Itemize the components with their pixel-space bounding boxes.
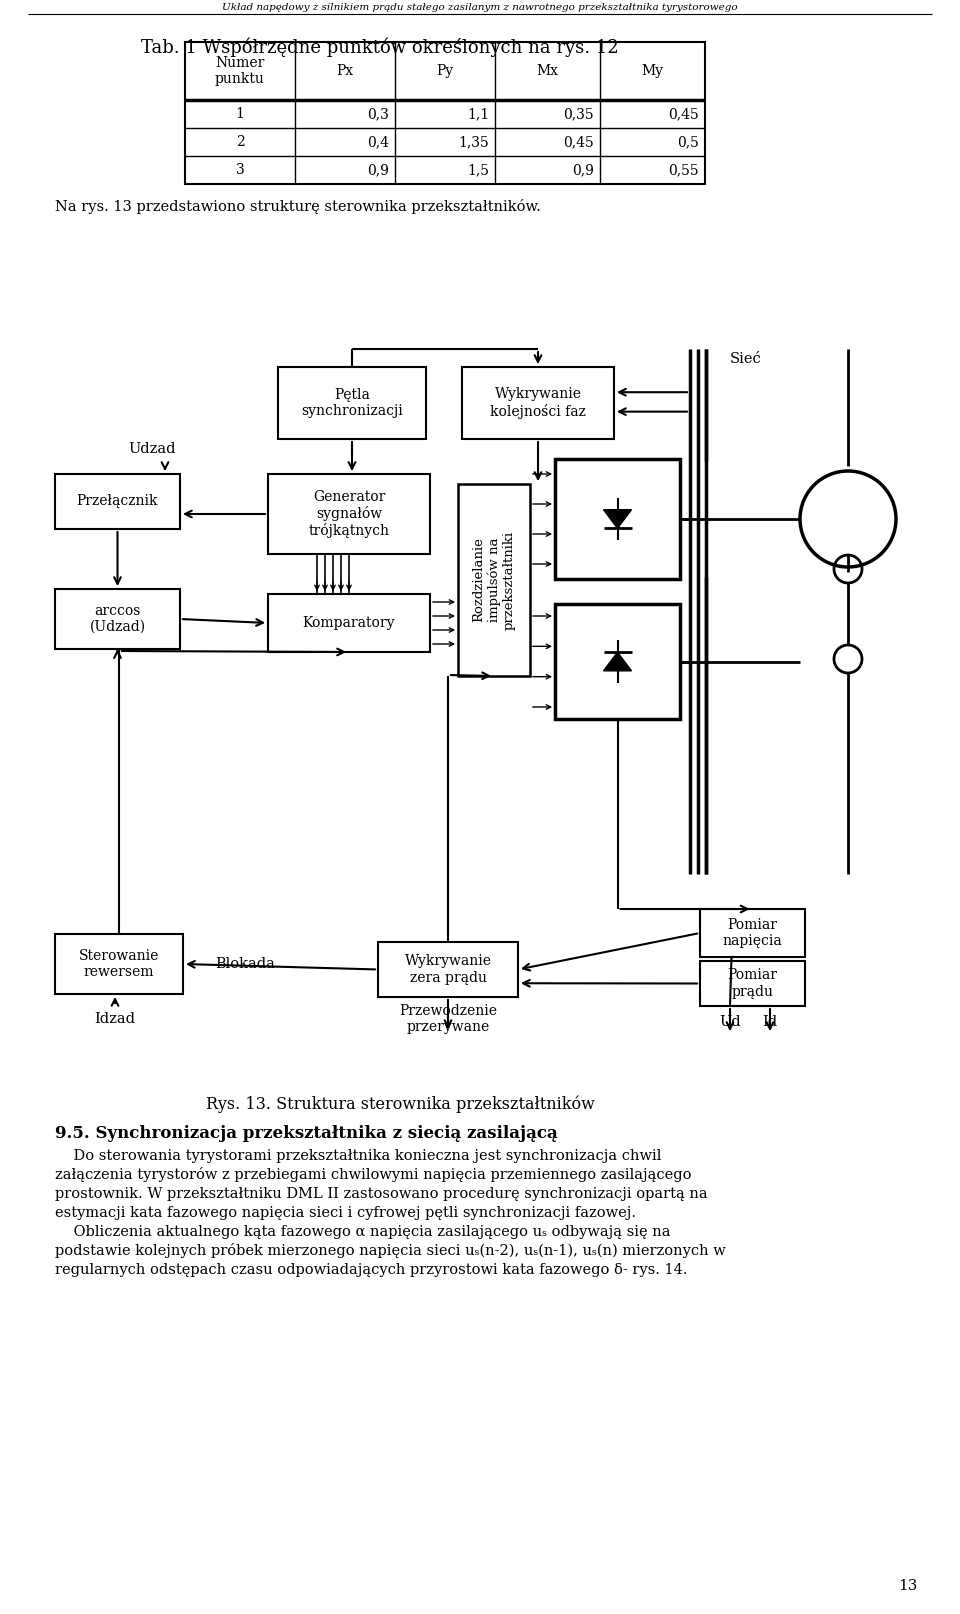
Bar [268, 475, 430, 554]
Text: 0,9: 0,9 [572, 163, 594, 178]
Text: załączenia tyrystorów z przebiegami chwilowymi napięcia przemiennego zasilająceg: załączenia tyrystorów z przebiegami chwi… [55, 1167, 691, 1183]
Text: arccos
(Udzad): arccos (Udzad) [89, 604, 146, 634]
Bar [378, 943, 518, 997]
Text: Mx: Mx [537, 65, 559, 77]
Text: 0,5: 0,5 [677, 136, 699, 148]
Text: Pomiar
prądu: Pomiar prądu [728, 968, 778, 999]
Bar [185, 42, 705, 184]
Text: 13: 13 [899, 1578, 918, 1593]
Bar [55, 935, 183, 994]
Text: 0,4: 0,4 [367, 136, 389, 148]
Text: 1,5: 1,5 [467, 163, 489, 178]
Text: Sieć: Sieć [730, 352, 761, 366]
Text: Generator
sygnałów
trójkątnych: Generator sygnałów trójkątnych [308, 489, 390, 539]
Text: 1: 1 [235, 107, 245, 121]
Bar [555, 458, 680, 579]
Bar [458, 484, 530, 676]
Text: estymacji kata fazowego napięcia sieci i cyfrowej pętli synchronizacji fazowej.: estymacji kata fazowego napięcia sieci i… [55, 1206, 636, 1220]
Polygon shape [604, 652, 632, 671]
Text: 3: 3 [235, 163, 245, 178]
Text: 2: 2 [235, 136, 245, 148]
Text: 1,35: 1,35 [458, 136, 489, 148]
Text: Tab. 1 Współrzędne punktów określonych na rys. 12: Tab. 1 Współrzędne punktów określonych n… [141, 37, 619, 56]
Text: Numer
punktu: Numer punktu [215, 56, 265, 86]
Text: Na rys. 13 przedstawiono strukturę sterownika przekształtników.: Na rys. 13 przedstawiono strukturę stero… [55, 200, 540, 215]
Text: 0,45: 0,45 [668, 107, 699, 121]
Bar [462, 366, 614, 439]
Text: Do sterowania tyrystorami przekształtnika konieczna jest synchronizacja chwil: Do sterowania tyrystorami przekształtnik… [55, 1149, 661, 1164]
Text: Komparatory: Komparatory [302, 617, 396, 629]
Text: Układ napędowy z silnikiem prądu stałego zasilanym z nawrotnego przekształtnika : Układ napędowy z silnikiem prądu stałego… [222, 3, 738, 11]
Text: Rozdzielanie
impulsów na
przekształtniki: Rozdzielanie impulsów na przekształtniki [472, 531, 516, 629]
Text: Idzad: Idzad [94, 1012, 135, 1027]
Bar [55, 589, 180, 649]
Polygon shape [604, 510, 632, 528]
Text: Id: Id [762, 1015, 778, 1030]
Text: 9.5. Synchronizacja przekształtnika z siecią zasilającą: 9.5. Synchronizacja przekształtnika z si… [55, 1125, 558, 1143]
Text: podstawie kolejnych próbek mierzonego napięcia sieci uₛ(n-2), uₛ(n-1), uₛ(n) mie: podstawie kolejnych próbek mierzonego na… [55, 1243, 726, 1259]
Text: Ud: Ud [719, 1015, 741, 1030]
Bar [55, 475, 180, 529]
Text: 1,1: 1,1 [467, 107, 489, 121]
Text: 0,9: 0,9 [367, 163, 389, 178]
Text: 0,3: 0,3 [367, 107, 389, 121]
Text: Pętla
synchronizacji: Pętla synchronizacji [301, 387, 403, 418]
Text: Px: Px [336, 65, 353, 77]
Text: My: My [641, 65, 663, 77]
Text: Rys. 13. Struktura sterownika przekształtników: Rys. 13. Struktura sterownika przekształ… [205, 1096, 594, 1112]
Text: 0,45: 0,45 [564, 136, 594, 148]
Bar [700, 960, 805, 1006]
Bar [555, 604, 680, 718]
Text: Wykrywanie
kolejności faz: Wykrywanie kolejności faz [490, 387, 586, 418]
Text: 0,35: 0,35 [564, 107, 594, 121]
Bar [278, 366, 426, 439]
Text: Blokada: Blokada [215, 957, 275, 972]
Bar [268, 594, 430, 652]
Text: 0,55: 0,55 [668, 163, 699, 178]
Text: Udzad: Udzad [128, 442, 176, 457]
Text: regularnych odstępach czasu odpowiadających przyrostowi kata fazowego δ- rys. 14: regularnych odstępach czasu odpowiadając… [55, 1264, 687, 1277]
Text: Pomiar
napięcia: Pomiar napięcia [723, 918, 782, 947]
Bar [700, 909, 805, 957]
Text: Sterowanie
rewersem: Sterowanie rewersem [79, 949, 159, 980]
Text: Przewodzenie
przerywane: Przewodzenie przerywane [399, 1004, 497, 1035]
Text: Py: Py [437, 65, 453, 77]
Text: Przełącznik: Przełącznik [77, 494, 158, 508]
Text: Obliczenia aktualnego kąta fazowego α napięcia zasilającego uₛ odbywają się na: Obliczenia aktualnego kąta fazowego α na… [55, 1225, 670, 1240]
Text: Wykrywanie
zera prądu: Wykrywanie zera prądu [404, 954, 492, 985]
Text: prostownik. W przekształtniku DML II zastosowano procedurę synchronizacji opartą: prostownik. W przekształtniku DML II zas… [55, 1186, 708, 1201]
